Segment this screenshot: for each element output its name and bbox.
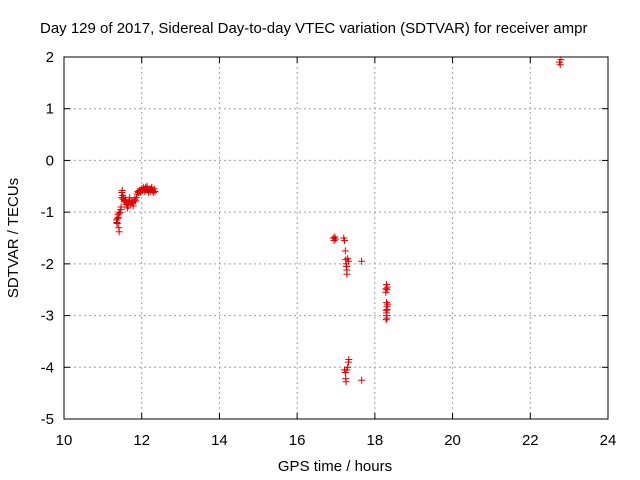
- data-point: [344, 257, 352, 265]
- x-tick-label: 24: [600, 432, 617, 449]
- x-tick-label: 20: [444, 432, 461, 449]
- x-tick-label: 10: [56, 432, 73, 449]
- y-tick-label: 0: [46, 152, 54, 169]
- y-tick-label: -1: [41, 204, 54, 221]
- data-point: [149, 188, 157, 196]
- y-tick-label: -2: [41, 256, 54, 273]
- data-point: [341, 247, 349, 255]
- data-point: [341, 237, 349, 245]
- data-point: [344, 363, 352, 371]
- data-point: [384, 300, 392, 308]
- y-tick-label: -3: [41, 308, 54, 325]
- data-point: [115, 228, 123, 236]
- x-axis-label: GPS time / hours: [278, 458, 392, 475]
- y-tick-label: 1: [46, 101, 54, 118]
- data-point: [358, 376, 366, 384]
- data-point: [131, 195, 139, 203]
- data-point: [345, 356, 353, 364]
- x-tick-label: 22: [522, 432, 539, 449]
- data-point: [132, 194, 140, 202]
- y-tick-label: 2: [46, 49, 54, 66]
- x-tick-labels: 10 12 14 16 18 20 22 24: [56, 432, 617, 449]
- data-point: [556, 61, 564, 69]
- data-point: [115, 209, 123, 217]
- data-point: [383, 314, 391, 322]
- x-tick-label: 12: [133, 432, 150, 449]
- x-tick-label: 14: [211, 432, 228, 449]
- data-point: [114, 213, 122, 221]
- data-point: [383, 283, 391, 291]
- data-point: [117, 203, 125, 211]
- data-point: [330, 237, 338, 245]
- chart-title: Day 129 of 2017, Sidereal Day-to-day VTE…: [40, 20, 587, 37]
- data-point: [151, 187, 159, 195]
- grid: [64, 57, 608, 419]
- data-point: [343, 270, 351, 278]
- data-point: [129, 202, 137, 210]
- y-tick-labels: -5 -4 -3 -2 -1 0 1 2: [41, 49, 54, 428]
- axis-ticks: [63, 56, 609, 420]
- y-tick-label: -4: [41, 359, 54, 376]
- data-point: [342, 378, 350, 386]
- plot-frame: [63, 56, 609, 420]
- x-tick-label: 16: [289, 432, 306, 449]
- data-point: [131, 197, 139, 205]
- data-point: [557, 56, 565, 64]
- x-tick-label: 18: [367, 432, 384, 449]
- data-point: [358, 257, 366, 265]
- y-axis-label: SDTVAR / TECUs: [5, 178, 22, 298]
- y-tick-label: -5: [41, 411, 54, 428]
- data-point: [382, 316, 390, 324]
- data-point: [332, 235, 340, 243]
- data-series: [112, 56, 565, 386]
